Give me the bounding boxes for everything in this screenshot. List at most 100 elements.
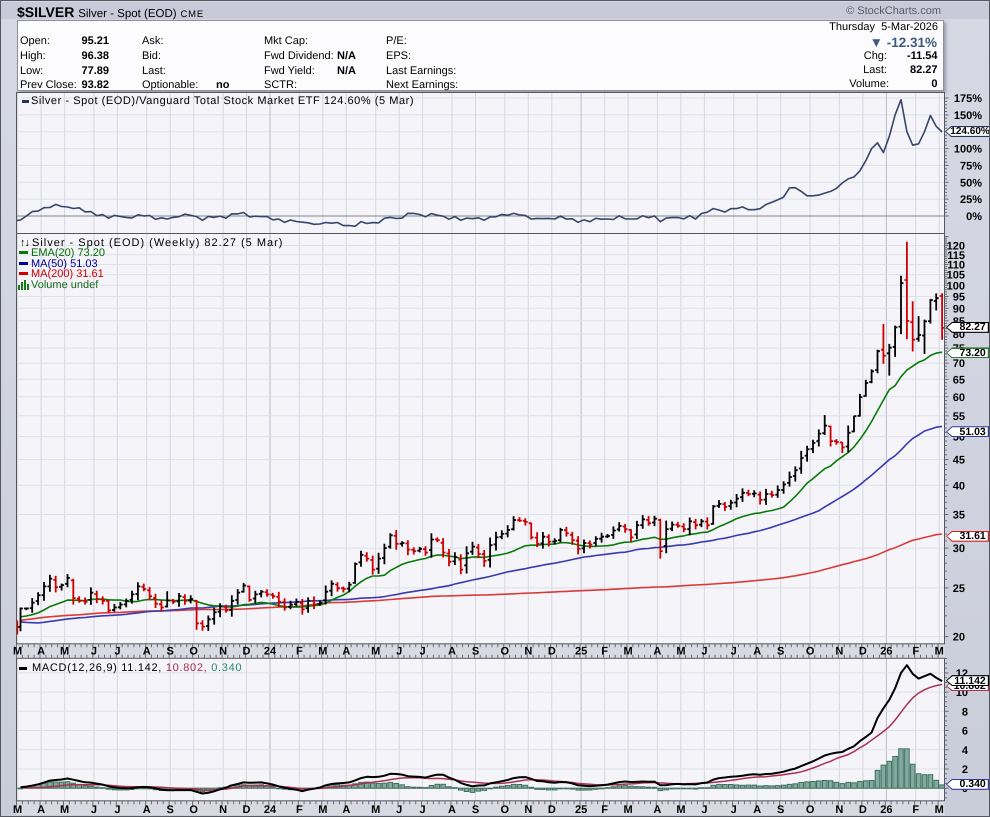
svg-text:D: D (548, 646, 556, 658)
svg-text:O: O (189, 804, 198, 816)
svg-text:65: 65 (953, 374, 965, 386)
svg-text:95: 95 (953, 292, 965, 304)
svg-text:F: F (296, 646, 303, 658)
svg-text:90: 90 (953, 303, 965, 315)
svg-text:A: A (653, 804, 661, 816)
svg-text:4: 4 (962, 745, 969, 757)
svg-text:35: 35 (953, 510, 965, 522)
svg-text:F: F (296, 804, 303, 816)
svg-text:A: A (753, 646, 761, 658)
svg-text:40: 40 (953, 480, 965, 492)
svg-text:175%: 175% (954, 93, 982, 105)
svg-text:J: J (396, 646, 402, 658)
svg-text:24: 24 (264, 646, 277, 658)
svg-text:D: D (243, 646, 251, 658)
svg-text:55: 55 (953, 411, 965, 423)
svg-text:150%: 150% (954, 110, 982, 122)
svg-text:N: N (219, 646, 227, 658)
svg-text:N: N (835, 646, 843, 658)
svg-text:O: O (806, 804, 815, 816)
svg-text:M: M (13, 646, 22, 658)
svg-text:24: 24 (264, 804, 277, 816)
svg-text:M: M (318, 646, 327, 658)
svg-text:M: M (371, 804, 380, 816)
svg-text:A: A (448, 804, 456, 816)
svg-text:M: M (676, 646, 685, 658)
svg-text:25%: 25% (960, 194, 982, 206)
svg-text:M: M (60, 646, 69, 658)
svg-text:A: A (448, 646, 456, 658)
svg-text:S: S (777, 804, 784, 816)
svg-text:S: S (777, 646, 784, 658)
svg-text:26: 26 (880, 646, 892, 658)
svg-text:S: S (472, 646, 479, 658)
svg-text:M: M (624, 804, 633, 816)
svg-text:110: 110 (947, 260, 965, 272)
svg-text:N: N (524, 646, 532, 658)
svg-text:120: 120 (947, 241, 965, 253)
svg-text:6: 6 (962, 726, 968, 738)
svg-text:30: 30 (953, 543, 965, 555)
svg-text:N: N (835, 804, 843, 816)
svg-text:M: M (13, 804, 22, 816)
svg-text:115: 115 (947, 250, 965, 262)
svg-text:A: A (653, 646, 661, 658)
svg-text:J: J (420, 804, 426, 816)
svg-text:F: F (912, 804, 919, 816)
svg-text:60: 60 (953, 392, 965, 404)
svg-text:M: M (935, 646, 944, 658)
svg-text:M: M (935, 804, 944, 816)
svg-text:N: N (524, 804, 532, 816)
svg-text:100%: 100% (954, 144, 982, 156)
svg-text:A: A (37, 804, 45, 816)
svg-text:D: D (243, 804, 251, 816)
svg-text:8: 8 (962, 706, 968, 718)
svg-text:25: 25 (575, 804, 587, 816)
svg-text:0%: 0% (966, 211, 982, 223)
svg-text:O: O (501, 804, 510, 816)
svg-text:M: M (60, 804, 69, 816)
svg-text:A: A (143, 646, 151, 658)
svg-text:J: J (701, 646, 707, 658)
svg-text:2: 2 (962, 764, 968, 776)
svg-text:J: J (91, 804, 97, 816)
svg-text:D: D (859, 804, 867, 816)
svg-text:M: M (318, 804, 327, 816)
svg-text:M: M (676, 804, 685, 816)
svg-text:25: 25 (953, 583, 965, 595)
svg-text:M: M (624, 646, 633, 658)
svg-text:F: F (601, 804, 608, 816)
svg-text:25: 25 (575, 646, 587, 658)
svg-text:D: D (859, 646, 867, 658)
svg-text:20: 20 (953, 632, 965, 644)
svg-text:J: J (731, 646, 737, 658)
svg-text:105: 105 (947, 270, 965, 282)
svg-text:J: J (114, 646, 120, 658)
svg-text:A: A (342, 646, 350, 658)
svg-text:J: J (114, 804, 120, 816)
svg-text:N: N (219, 804, 227, 816)
svg-text:A: A (37, 646, 45, 658)
svg-text:S: S (167, 646, 174, 658)
svg-text:75%: 75% (960, 160, 982, 172)
svg-text:O: O (501, 646, 510, 658)
svg-text:J: J (701, 804, 707, 816)
svg-text:J: J (420, 646, 426, 658)
svg-text:M: M (371, 646, 380, 658)
svg-text:J: J (731, 804, 737, 816)
svg-text:S: S (167, 804, 174, 816)
svg-text:45: 45 (953, 455, 965, 467)
svg-text:O: O (189, 646, 198, 658)
svg-text:O: O (806, 646, 815, 658)
svg-text:S: S (472, 804, 479, 816)
svg-text:A: A (753, 804, 761, 816)
svg-text:70: 70 (953, 358, 965, 370)
svg-text:F: F (912, 646, 919, 658)
svg-text:26: 26 (880, 804, 892, 816)
svg-text:J: J (396, 804, 402, 816)
svg-text:J: J (91, 646, 97, 658)
svg-text:F: F (601, 646, 608, 658)
svg-text:100: 100 (947, 280, 965, 292)
svg-text:A: A (143, 804, 151, 816)
svg-text:50%: 50% (960, 177, 982, 189)
